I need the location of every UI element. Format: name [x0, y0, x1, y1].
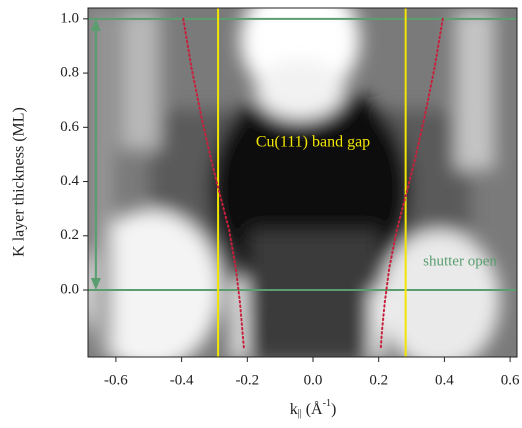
y-tick-label: 0.8: [60, 65, 79, 81]
dispersion-curve: [379, 17, 444, 351]
x-tick-label: -0.6: [104, 372, 128, 388]
x-label-base: k: [290, 401, 298, 418]
x-tick-label: -0.2: [235, 372, 259, 388]
y-axis-label: K layer thickness (ML): [11, 107, 28, 257]
x-label-sub: ||: [298, 408, 302, 419]
y-tick-label: 0.4: [60, 173, 79, 189]
shutter-label: shutter open: [423, 253, 497, 269]
x-tick-label: 0.2: [369, 372, 388, 388]
y-tick-label: 0.2: [60, 227, 79, 243]
band-gap-label: Cu(111) band gap: [256, 134, 370, 151]
arrow-head: [90, 278, 101, 291]
arrow-head: [90, 18, 101, 31]
dispersion-curve: [182, 17, 246, 351]
y-tick-label: 0.0: [60, 281, 79, 297]
x-axis-label: k|| (Å-1): [290, 398, 337, 419]
x-tick-label: 0.6: [501, 372, 520, 388]
x-tick-label: 0.0: [304, 372, 323, 388]
plot-frame: [87, 7, 518, 358]
x-label-sup: -1: [323, 398, 331, 409]
overlay: [88, 8, 517, 357]
x-label-close: ): [331, 401, 336, 418]
y-tick-label: 1.0: [60, 10, 79, 26]
x-tick-label: 0.4: [435, 372, 454, 388]
y-tick-label: 0.6: [60, 119, 79, 135]
x-tick-label: -0.4: [170, 372, 194, 388]
intensity-map: [88, 8, 517, 357]
x-label-open: (Å: [302, 400, 323, 418]
